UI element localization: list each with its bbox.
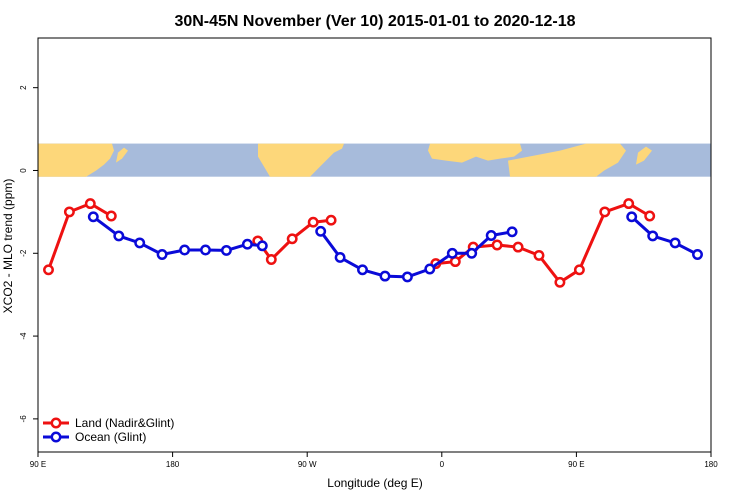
data-point: [379, 270, 391, 282]
data-point: [692, 249, 703, 260]
legend-label-ocean: Ocean (Glint): [75, 430, 146, 444]
legend-label-land: Land (Nadir&Glint): [75, 416, 174, 430]
series-line: [319, 230, 513, 279]
x-tick-label: 90 W: [298, 460, 317, 469]
data-point: [573, 264, 585, 276]
data-point: [644, 210, 656, 222]
map-land-middle-east-asia: [508, 143, 626, 177]
data-point: [307, 216, 319, 228]
data-point: [647, 230, 659, 242]
map-land-europe-africa: [428, 143, 522, 163]
data-point: [626, 211, 638, 223]
x-axis-label: Longitude (deg E): [327, 476, 422, 490]
y-axis-label: XCO2 - MLO trend (ppm): [1, 179, 15, 314]
data-point: [43, 264, 54, 276]
world-map-band: [38, 143, 711, 177]
y-tick-label: -6: [19, 415, 28, 423]
y-tick-label: 2: [19, 85, 28, 90]
map-land-north-america: [258, 143, 344, 177]
data-point: [105, 210, 117, 222]
data-point: [325, 214, 337, 226]
series-layer: [43, 198, 703, 288]
chart-title: 30N-45N November (Ver 10) 2015-01-01 to …: [174, 13, 575, 30]
data-point: [220, 244, 232, 256]
data-point: [156, 249, 168, 260]
data-point: [113, 230, 125, 242]
data-point: [506, 226, 518, 238]
x-tick-label: 180: [704, 460, 718, 469]
map-land-japan-right: [636, 146, 652, 165]
data-point: [424, 263, 436, 275]
x-tick-label: 0: [440, 460, 445, 469]
y-tick-label: -4: [19, 332, 28, 340]
data-point: [286, 233, 298, 245]
data-point: [512, 241, 524, 253]
data-point: [84, 198, 96, 210]
data-point: [265, 254, 277, 265]
data-point: [334, 251, 346, 263]
plot-area: 90 E 180 90 W 0 90 E 180 2 0 -2 -4 -6: [19, 37, 718, 469]
series-line: [47, 202, 113, 271]
series-land: [43, 198, 656, 288]
x-tick-label: 90 E: [30, 460, 46, 469]
data-point: [446, 247, 458, 259]
data-point: [179, 244, 191, 256]
series-line: [435, 202, 651, 284]
data-point: [466, 247, 478, 259]
data-point: [623, 198, 635, 210]
x-tick-label: 180: [166, 460, 180, 469]
data-point: [533, 249, 545, 261]
legend-marker-land: [50, 417, 62, 429]
data-point: [134, 237, 146, 249]
data-point: [485, 230, 497, 241]
y-axis-ticks: 2 0 -2 -4 -6: [19, 85, 38, 423]
map-land-asia: [38, 143, 114, 177]
data-point: [669, 237, 681, 249]
data-point: [256, 240, 268, 252]
y-tick-label: -2: [19, 249, 28, 257]
map-land-japan: [116, 147, 128, 163]
data-point: [315, 225, 327, 237]
data-point: [63, 206, 75, 218]
legend-marker-ocean: [50, 431, 62, 443]
data-point: [491, 239, 503, 251]
legend: Land (Nadir&Glint) Ocean (Glint): [43, 416, 174, 444]
series-ocean: [87, 211, 703, 283]
series-line: [630, 215, 699, 256]
data-point: [241, 238, 253, 250]
x-axis-ticks: 90 E 180 90 W 0 90 E 180: [30, 452, 718, 469]
data-point: [200, 244, 211, 256]
data-point: [87, 211, 99, 223]
data-point: [357, 264, 368, 276]
data-point: [554, 276, 566, 288]
x-tick-label: 90 E: [568, 460, 584, 469]
y-tick-label: 0: [19, 168, 28, 173]
data-point: [599, 206, 611, 218]
data-point: [401, 271, 413, 283]
plot-frame: [37, 37, 712, 453]
